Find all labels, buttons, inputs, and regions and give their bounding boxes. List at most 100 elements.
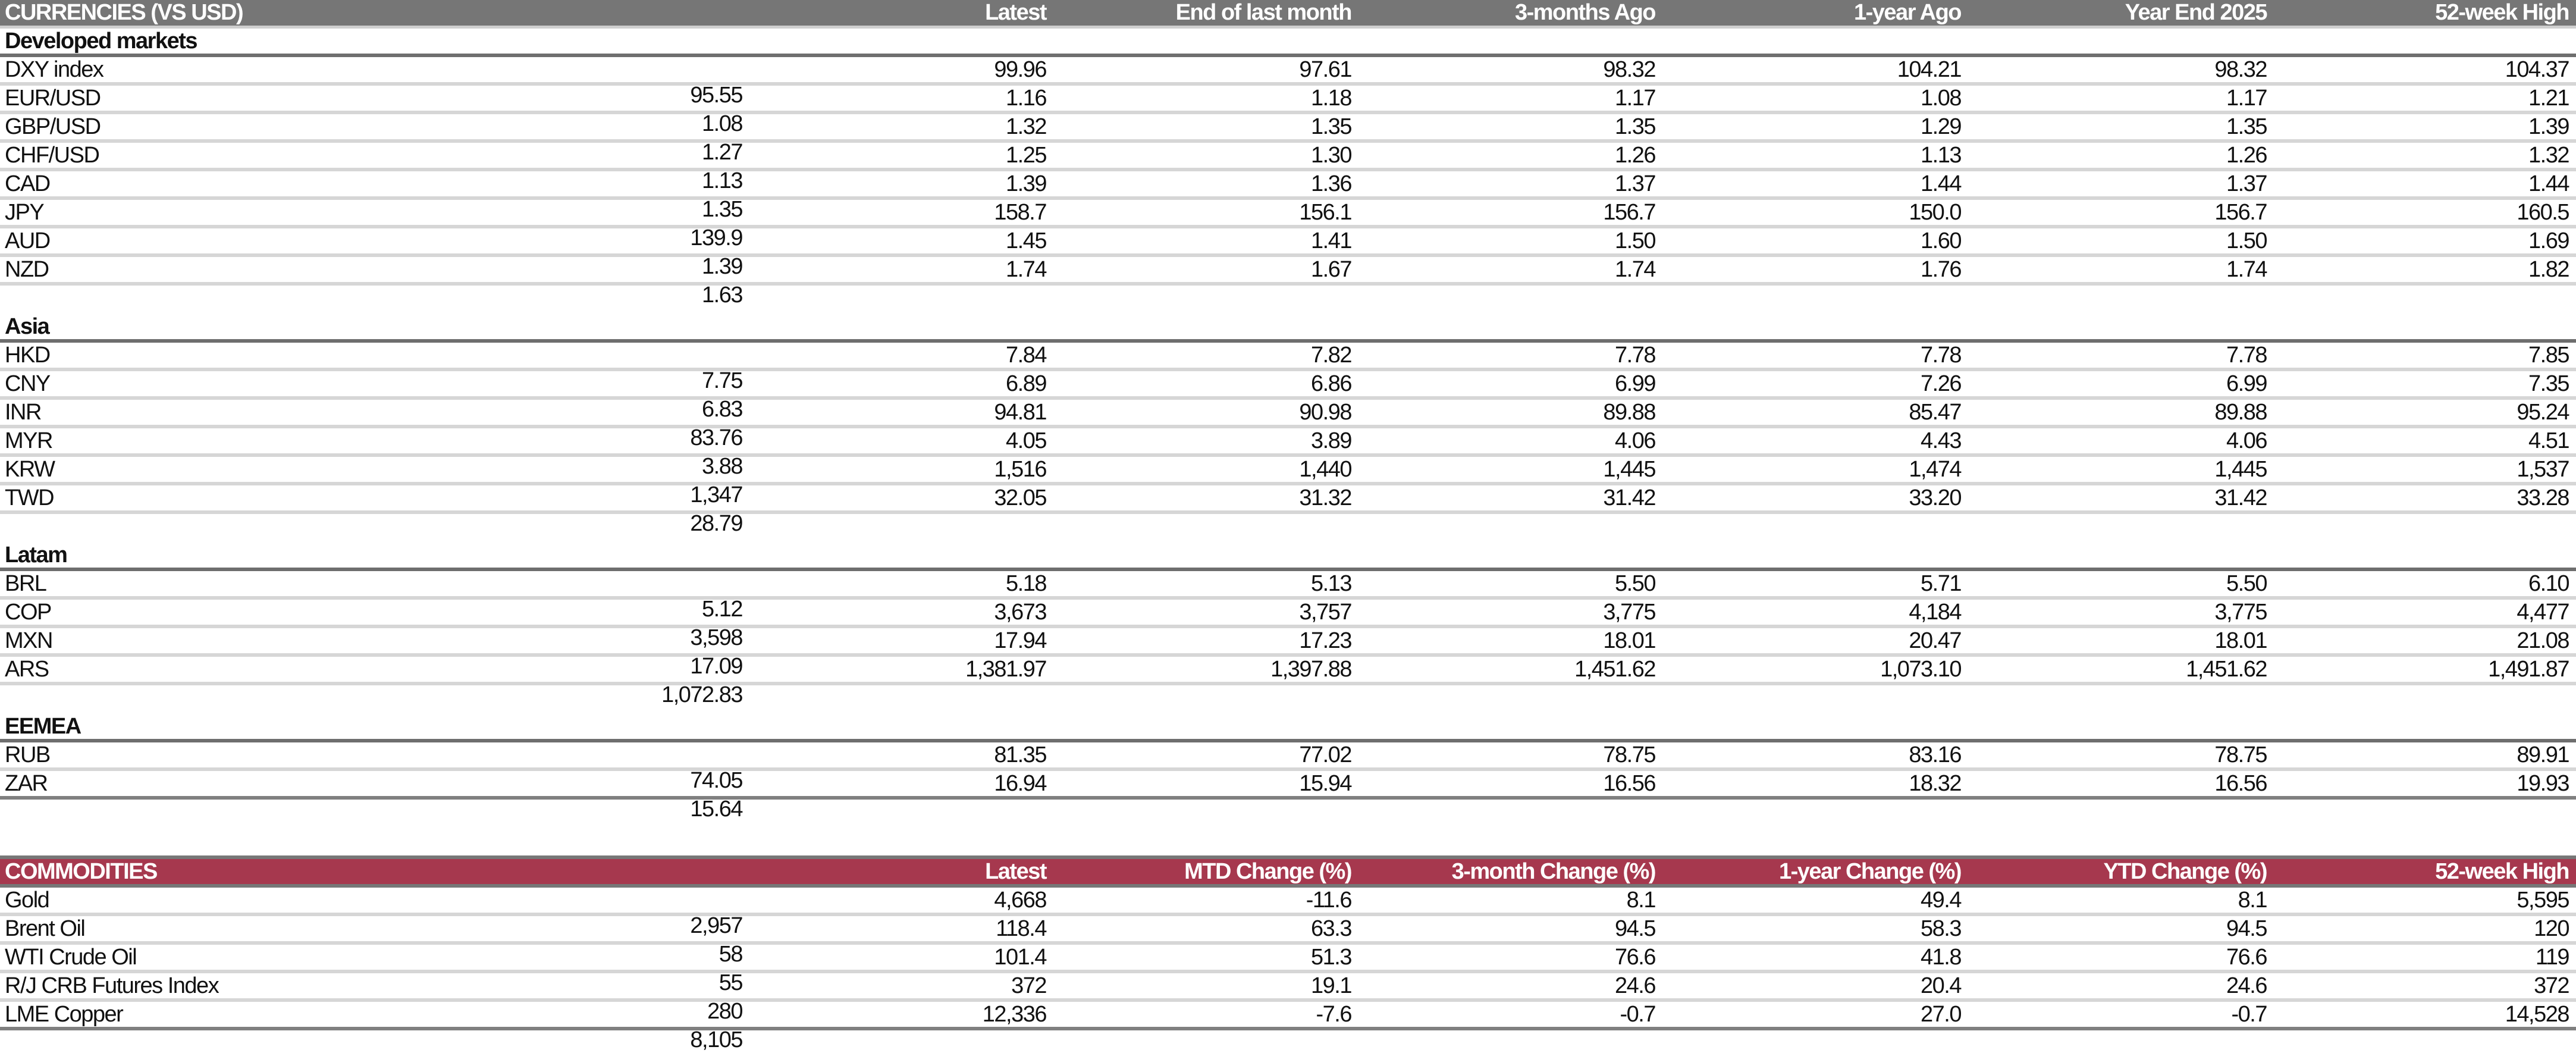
cell-value: 24.6 [2226, 973, 2267, 998]
cell-value: 4.06 [2226, 428, 2267, 453]
cell-value: 7.35 [2528, 371, 2569, 396]
cell-value: 17.23 [1299, 628, 1352, 653]
cell-value: 17.09 [690, 654, 743, 679]
cell-value: Latest [985, 859, 1047, 884]
cell-value: 97.61 [1299, 57, 1352, 82]
cell-value: 4.51 [2528, 428, 2569, 453]
row-label: RUB [5, 742, 51, 767]
cell-value: 1,491.87 [2488, 657, 2569, 682]
cell-value: MTD Change (%) [1184, 859, 1352, 884]
table-row: NZD 1.74 1.67 1.74 1.76 1.74 1.82 1.63 [0, 257, 2576, 308]
cell-value: 32.05 [994, 485, 1047, 510]
cell-value: 19.1 [1311, 973, 1352, 998]
cell-value: 17.94 [994, 628, 1047, 653]
cell-value: 5.50 [2226, 571, 2267, 596]
cell-value: 1.67 [1311, 257, 1352, 282]
table-row: CHF/USD 1.25 1.30 1.26 1.13 1.26 1.32 1.13 [0, 143, 2576, 193]
row-label: LME Copper [5, 1002, 124, 1027]
cell-value: 94.81 [994, 400, 1047, 425]
cell-value: 139.9 [690, 225, 743, 250]
cell-value: 3,757 [1299, 600, 1352, 625]
row-label: JPY [5, 200, 45, 225]
cell-value: 5.18 [1006, 571, 1047, 596]
cell-value: 1,451.62 [2186, 657, 2267, 682]
cell-value: YTD Change (%) [2103, 859, 2267, 884]
cell-value: 99.96 [994, 57, 1047, 82]
row-label: KRW [5, 457, 55, 482]
cell-value: 1.35 [702, 197, 743, 222]
table-row: RUB 81.35 77.02 78.75 83.16 78.75 89.91 74.05 [0, 742, 2576, 793]
cell-value: 8.1 [2238, 888, 2268, 913]
cell-value: 55 [718, 970, 743, 995]
cell-value: 7.78 [2226, 343, 2267, 368]
cell-value: 15.64 [690, 797, 743, 822]
section-header: Latam [0, 543, 2576, 571]
cell-value: 1.63 [702, 283, 743, 308]
row-label: MYR [5, 428, 53, 453]
cell-value: 3,775 [2214, 600, 2267, 625]
cell-value: 1.17 [1615, 86, 1656, 111]
cell-value: 1.39 [2528, 114, 2569, 139]
cell-value: 1.37 [1615, 171, 1656, 196]
cell-value: 1,474 [1909, 457, 1962, 482]
table-row: CAD 1.39 1.36 1.37 1.44 1.37 1.44 1.35 [0, 171, 2576, 222]
cell-value: 119 [2535, 945, 2570, 970]
cell-value: -7.6 [1316, 1002, 1353, 1027]
cell-value: 4.05 [1006, 428, 1047, 453]
cell-value: 16.56 [2214, 771, 2267, 796]
cell-value: 98.32 [2214, 57, 2267, 82]
cell-value: End of last month [1175, 0, 1353, 25]
section-title: EEMEA [5, 714, 81, 739]
cell-value: 18.01 [1603, 628, 1656, 653]
cell-value: 1,516 [994, 457, 1047, 482]
cell-value: 1.29 [1921, 114, 1962, 139]
cell-value: 63.3 [1311, 916, 1352, 941]
cell-value: 16.94 [994, 771, 1047, 796]
cell-value: 14,528 [2505, 1002, 2570, 1027]
cell-value: 156.1 [1299, 200, 1352, 225]
cell-value: 1.30 [1311, 143, 1352, 168]
cell-value: 5.50 [1615, 571, 1656, 596]
cell-value: 16.56 [1603, 771, 1656, 796]
cell-value: 89.88 [1603, 400, 1656, 425]
cell-value: 1.25 [1006, 143, 1047, 168]
cell-value: 6.83 [702, 397, 743, 422]
table-row: MXN 17.94 17.23 18.01 20.47 18.01 21.08 17.09 [0, 628, 2576, 679]
cell-value: 1.76 [1921, 257, 1962, 282]
cell-value: 1,381.97 [965, 657, 1047, 682]
cell-value: 158.7 [994, 200, 1047, 225]
cell-value: 1.82 [2528, 257, 2569, 282]
row-label: COP [5, 600, 52, 625]
cell-value: 1,397.88 [1270, 657, 1352, 682]
table-row: BRL 5.18 5.13 5.50 5.71 5.50 6.10 5.12 [0, 571, 2576, 622]
cell-value: 1.26 [1615, 143, 1656, 168]
row-label: MXN [5, 628, 53, 653]
cell-value: 1.13 [702, 168, 743, 193]
table-row: Brent Oil 118.4 63.3 94.5 58.3 94.5 120 58 [0, 916, 2576, 967]
cell-value: 1,073.10 [1880, 657, 1962, 682]
cell-value: 6.89 [1006, 371, 1047, 396]
cell-value: 41.8 [1921, 945, 1962, 970]
cell-value: 120 [2534, 916, 2569, 941]
cell-value: 52-week Low [613, 885, 743, 910]
cell-value: 89.91 [2517, 742, 2569, 767]
cell-value: 20.47 [1909, 628, 1962, 653]
row-label: COMMODITIES [5, 859, 158, 884]
table-row: EUR/USD 1.16 1.18 1.17 1.08 1.17 1.21 1.08 [0, 86, 2576, 136]
cell-value: 2,957 [690, 913, 743, 938]
cell-value: 1.39 [702, 254, 743, 279]
cell-value: 8,105 [690, 1027, 743, 1052]
row-label: CURRENCIES (VS USD) [5, 0, 244, 25]
cell-value: 49.4 [1921, 888, 1962, 913]
cell-value: 160.5 [2517, 200, 2569, 225]
cell-value: 5.13 [1311, 571, 1352, 596]
cell-value: 1.08 [702, 111, 743, 136]
cell-value: 3-month Change (%) [1451, 859, 1656, 884]
cell-value: 52-week Low [613, 26, 743, 51]
cell-value: 1,347 [690, 482, 743, 507]
cell-value: 1.27 [702, 140, 743, 165]
cell-value: 1.45 [1006, 228, 1047, 253]
cell-value: 7.26 [1921, 371, 1962, 396]
cell-value: 52-week High [2435, 859, 2569, 884]
cell-value: 7.82 [1311, 343, 1352, 368]
